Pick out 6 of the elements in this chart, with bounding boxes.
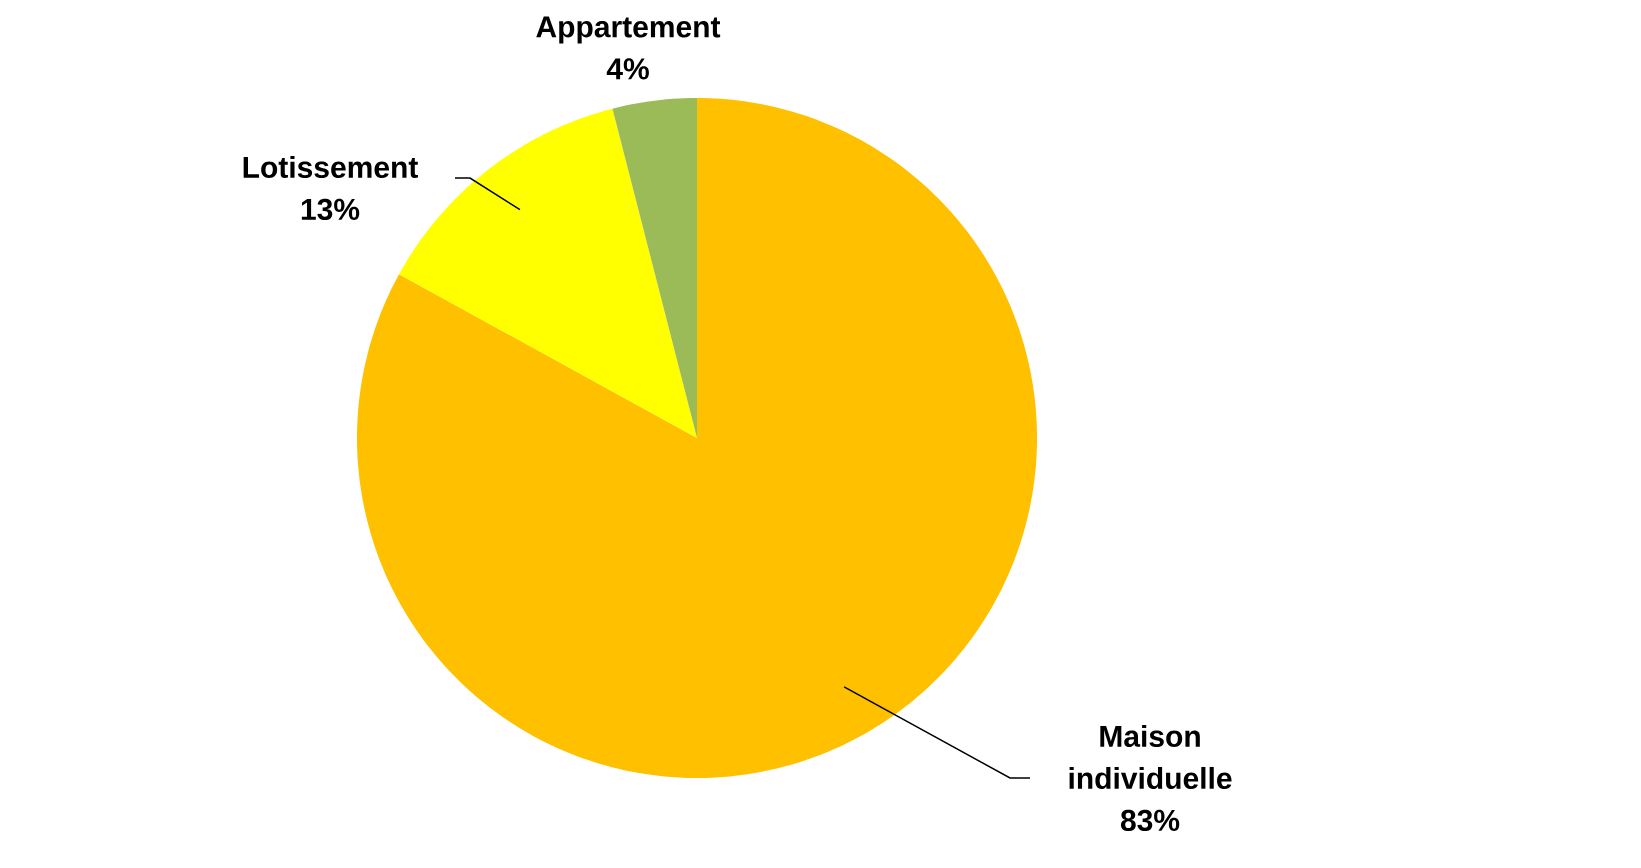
slice-label: Maison individuelle [1069, 724, 1232, 789]
data-label: 13% [301, 198, 360, 221]
slice-label: Lotissement [243, 155, 418, 178]
slice-label: Appartement [536, 16, 721, 44]
data-label: 4% [606, 58, 649, 80]
data-label: 83% [1120, 809, 1180, 832]
